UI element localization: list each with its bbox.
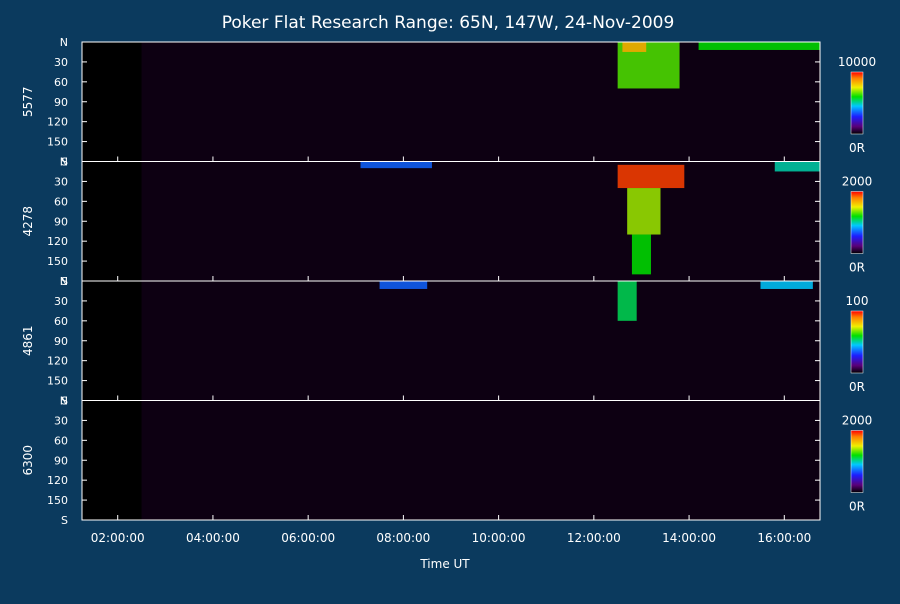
y-tick-label: 60	[54, 195, 68, 208]
colorbar-max-label: 100	[846, 294, 869, 308]
y-tick-label: 90	[54, 335, 68, 348]
data-coverage-region	[141, 400, 821, 520]
y-tick-label: 30	[54, 414, 68, 427]
x-tick-label: 16:00:00	[757, 531, 811, 545]
colorbar-max-label: 2000	[842, 175, 873, 189]
panel-label: 6300	[21, 445, 35, 476]
y-tick-label: 150	[47, 136, 68, 149]
emission-feature	[617, 164, 685, 189]
y-tick-label: 30	[54, 56, 68, 69]
y-tick-label: S	[61, 156, 68, 169]
panel-label: 4278	[21, 206, 35, 237]
x-tick-label: 02:00:00	[91, 531, 145, 545]
data-coverage-region	[141, 161, 821, 281]
chart-title: Poker Flat Research Range: 65N, 147W, 24…	[222, 13, 675, 33]
y-tick-label: S	[61, 514, 68, 527]
emission-feature	[774, 161, 820, 172]
y-tick-label: S	[61, 275, 68, 288]
y-tick-label: S	[61, 395, 68, 408]
x-tick-label: 06:00:00	[281, 531, 335, 545]
x-tick-label: 12:00:00	[567, 531, 621, 545]
emission-feature	[698, 42, 820, 50]
y-tick-label: N	[60, 36, 68, 49]
x-axis: 02:00:00 04:00:00 06:00:00 08:00:00 10:00:00…	[91, 531, 811, 545]
y-tick-label: 30	[54, 175, 68, 188]
panel-4278: N 30 60 90 120 150 S 4278 2000 0R	[21, 156, 872, 289]
emission-feature	[627, 188, 661, 235]
y-tick-label: 120	[47, 355, 68, 368]
x-tick-label: 10:00:00	[472, 531, 526, 545]
data-coverage-region	[141, 281, 821, 401]
x-tick-label: 08:00:00	[376, 531, 430, 545]
panel-6300: N 30 60 90 120 150 S 6300 2000 0R	[21, 395, 872, 528]
x-tick-label: 14:00:00	[662, 531, 716, 545]
y-tick-label: 120	[47, 474, 68, 487]
colorbar-min-label: 0R	[849, 500, 865, 514]
panel-label: 4861	[21, 325, 35, 356]
y-tick-label: 90	[54, 96, 68, 109]
colorbar-min-label: 0R	[849, 141, 865, 155]
panel-label: 5577	[21, 86, 35, 117]
y-tick-label: 90	[54, 215, 68, 228]
panel-5577: N 30 60 90 120 150 S 5577 10000 0R	[21, 36, 876, 169]
emission-feature	[379, 281, 428, 289]
panels-layer: N 30 60 90 120 150 S 5577 10000 0R N 30 60 90 120 150 S 4…	[21, 36, 876, 527]
panel-4861: N 30 60 90 120 150 S 4861 100 0R	[21, 275, 868, 408]
colorbar	[850, 430, 864, 493]
y-tick-label: 150	[47, 255, 68, 268]
colorbar	[850, 71, 864, 135]
y-tick-label: 150	[47, 375, 68, 388]
y-tick-label: 60	[54, 315, 68, 328]
colorbar	[850, 310, 864, 374]
colorbar-max-label: 2000	[842, 414, 873, 428]
y-tick-label: 120	[47, 235, 68, 248]
y-tick-label: 120	[47, 116, 68, 129]
y-tick-label: 60	[54, 434, 68, 447]
emission-feature	[631, 234, 651, 275]
y-tick-label: 30	[54, 295, 68, 308]
colorbar	[850, 191, 864, 254]
x-tick-label: 04:00:00	[186, 531, 240, 545]
emission-feature	[622, 42, 647, 52]
y-tick-label: 150	[47, 494, 68, 507]
y-tick-label: N	[60, 156, 68, 169]
colorbar-min-label: 0R	[849, 261, 865, 275]
data-coverage-region	[141, 42, 821, 162]
y-tick-label: N	[60, 275, 68, 288]
y-tick-label: N	[60, 395, 68, 408]
y-tick-label: 60	[54, 76, 68, 89]
x-axis-label: Time UT	[419, 557, 470, 571]
y-tick-label: 90	[54, 454, 68, 467]
colorbar-min-label: 0R	[849, 380, 865, 394]
colorbar-max-label: 10000	[838, 55, 876, 69]
emission-feature	[760, 281, 813, 289]
emission-feature	[360, 161, 432, 169]
emission-feature	[617, 281, 637, 321]
